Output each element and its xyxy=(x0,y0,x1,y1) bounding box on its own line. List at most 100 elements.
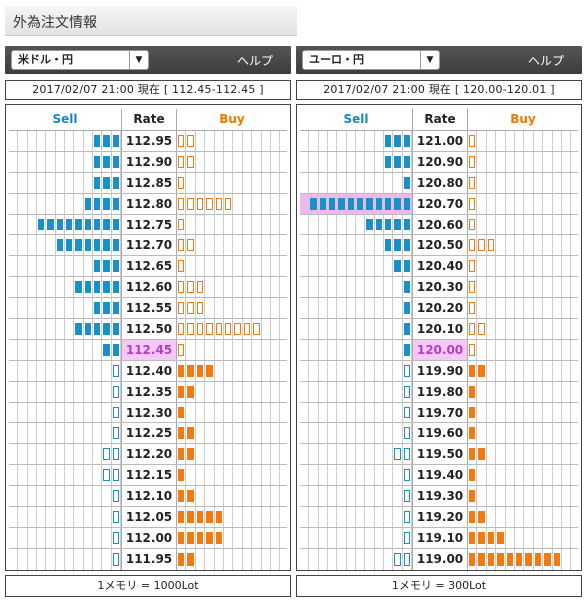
buy-cell xyxy=(487,214,497,235)
sell-cell xyxy=(384,235,394,256)
sell-cell xyxy=(356,214,366,235)
rate-value: 112.40 xyxy=(122,360,177,381)
buy-cell xyxy=(196,256,206,277)
rate-value: 120.80 xyxy=(413,172,468,193)
sell-cell xyxy=(28,423,38,444)
buy-cell xyxy=(534,507,544,527)
sell-cell xyxy=(393,214,403,235)
sell-cell xyxy=(365,548,375,570)
buy-cell xyxy=(553,277,562,298)
sell-mark xyxy=(112,364,119,377)
buy-mark xyxy=(178,302,185,315)
buy-cell xyxy=(243,256,253,277)
sell-cell xyxy=(102,465,112,486)
sell-mark xyxy=(75,239,82,252)
sell-cell xyxy=(337,548,347,570)
sell-cell xyxy=(393,465,403,486)
sell-mark xyxy=(403,406,410,419)
buy-cell xyxy=(506,256,515,277)
buy-cell xyxy=(224,235,234,256)
buy-cell xyxy=(233,527,243,548)
sell-cell xyxy=(319,235,329,256)
buy-cell xyxy=(205,172,215,193)
buy-cell xyxy=(487,507,497,527)
rate-value: 112.65 xyxy=(122,256,177,277)
sell-mark xyxy=(385,135,392,147)
sell-cell xyxy=(28,172,38,193)
sell-cell xyxy=(46,548,56,570)
sell-mark xyxy=(47,218,54,231)
buy-cell xyxy=(205,151,215,172)
buy-cell xyxy=(487,360,497,381)
sell-cell xyxy=(356,465,366,486)
currency-pair-select[interactable]: ユーロ・円 ▼ xyxy=(302,50,440,70)
buy-mark xyxy=(469,260,476,273)
buy-cell xyxy=(224,465,234,486)
sell-cell xyxy=(84,214,94,235)
sell-mark xyxy=(94,135,101,147)
sell-cell xyxy=(365,214,375,235)
buy-cell xyxy=(543,465,553,486)
sell-cell xyxy=(347,507,357,527)
buy-cell xyxy=(496,277,506,298)
sell-cell xyxy=(28,319,38,339)
buy-cell xyxy=(252,319,262,339)
sell-cell xyxy=(65,423,75,444)
buy-cell xyxy=(271,235,281,256)
order-row: 119.70 xyxy=(300,402,578,424)
sell-cell xyxy=(356,193,366,214)
sell-cell xyxy=(365,444,375,465)
buy-cell xyxy=(196,277,206,298)
sell-cell xyxy=(18,256,28,277)
sell-cell xyxy=(328,527,338,548)
sell-cell xyxy=(337,193,347,214)
rate-value: 112.90 xyxy=(122,151,177,172)
sell-cell xyxy=(319,444,329,465)
buy-cell xyxy=(205,214,215,235)
buy-cell xyxy=(233,486,243,507)
currency-pair-select[interactable]: 米ドル・円 ▼ xyxy=(11,50,149,70)
buy-cell xyxy=(534,360,544,381)
buy-cell xyxy=(252,298,262,319)
order-row: 112.70 xyxy=(9,235,287,257)
sell-cell xyxy=(384,193,394,214)
order-row: 112.95 xyxy=(9,131,287,152)
buy-cell xyxy=(196,298,206,319)
help-link[interactable]: ヘルプ xyxy=(236,54,273,68)
sell-cell xyxy=(403,214,412,235)
buy-bar xyxy=(177,298,287,319)
buy-cell xyxy=(262,381,271,402)
sell-cell xyxy=(328,486,338,507)
sell-cell xyxy=(356,235,366,256)
sell-cell xyxy=(18,548,28,570)
buy-cell xyxy=(271,277,281,298)
buy-mark xyxy=(469,239,476,252)
buy-cell xyxy=(477,256,487,277)
sell-cell xyxy=(356,527,366,548)
buy-bar xyxy=(177,339,287,360)
buy-cell xyxy=(215,527,224,548)
buy-cell xyxy=(252,214,262,235)
sell-cell xyxy=(393,402,403,423)
buy-cell xyxy=(524,360,534,381)
sell-cell xyxy=(102,277,112,298)
help-link[interactable]: ヘルプ xyxy=(527,54,564,68)
chevron-down-icon[interactable]: ▼ xyxy=(129,51,148,69)
sell-cell xyxy=(37,402,47,423)
chevron-down-icon[interactable]: ▼ xyxy=(420,51,439,69)
buy-bar xyxy=(177,319,287,339)
buy-cell xyxy=(506,214,515,235)
sell-cell xyxy=(37,548,47,570)
sell-mark xyxy=(112,406,119,419)
sell-cell xyxy=(112,131,121,151)
sell-cell xyxy=(328,151,338,172)
board-header: Sell Rate Buy xyxy=(300,109,578,131)
sell-cell xyxy=(9,151,19,172)
buy-cell xyxy=(205,193,215,214)
buy-cell xyxy=(233,298,243,319)
buy-cell xyxy=(477,235,487,256)
buy-cell xyxy=(177,360,187,381)
buy-cell xyxy=(186,360,196,381)
sell-cell xyxy=(337,465,347,486)
buy-cell xyxy=(205,339,215,360)
